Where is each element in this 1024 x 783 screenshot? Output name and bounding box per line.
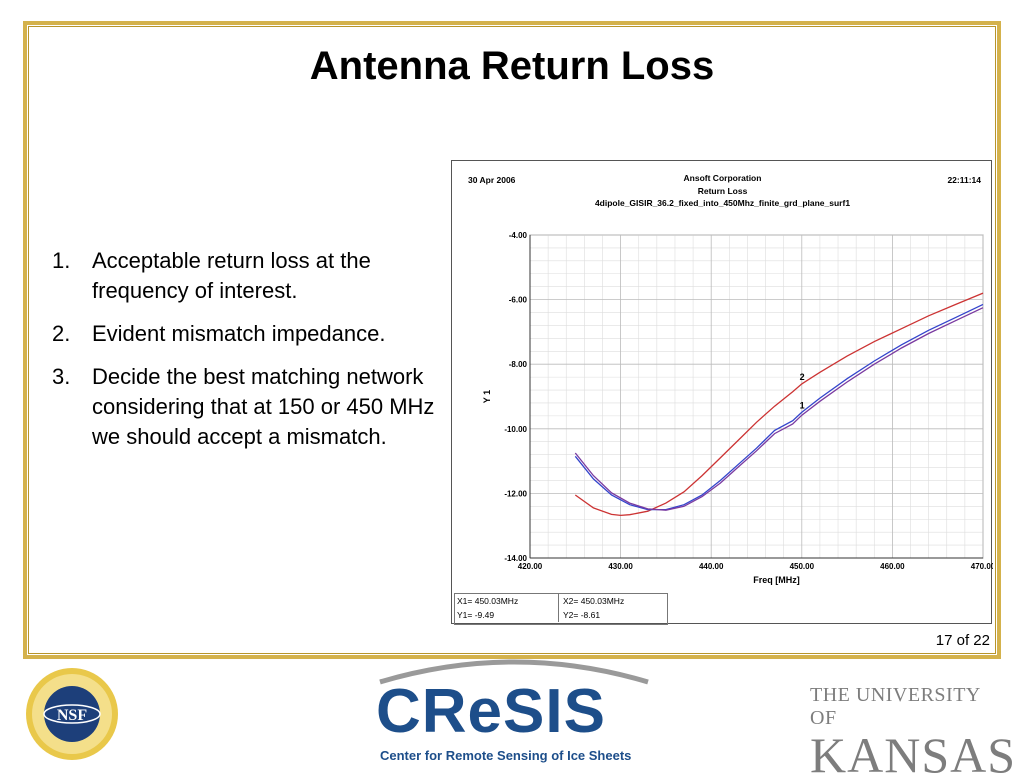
bullet-list: 1. Acceptable return loss at the frequen… [52,246,437,465]
x-tick-label: 430.00 [608,562,633,571]
slide-border [23,21,1001,659]
y-tick-label: -4.00 [509,231,528,240]
return-loss-plot: 30 Apr 2006 Ansoft Corporation Return Lo… [451,160,993,625]
plot-time: 22:11:14 [947,175,981,185]
nsf-globe [44,686,100,742]
series-line-2 [574,303,984,511]
bullet-text: Evident mismatch impedance. [92,321,386,346]
bullet-number: 3. [52,364,71,389]
bullet-number: 1. [52,248,71,273]
nsf-logo: NSF [26,668,118,760]
cresis-logo: CReSIS Center for Remote Sensing of Ice … [374,648,654,766]
marker-y1: Y1= -9.49 [455,608,559,622]
marker-x1: X1= 450.03MHz [455,594,559,608]
x-tick-label: 420.00 [518,562,543,571]
bullet-text: Decide the best matching network conside… [92,364,435,449]
bullet-item: 3. Decide the best matching network cons… [52,362,437,452]
slide-title: Antenna Return Loss [309,44,715,88]
x-tick-label: 440.00 [699,562,724,571]
y-tick-label: -10.00 [504,425,527,434]
plot-title: Return Loss [697,186,748,196]
y-tick-label: -6.00 [509,296,528,305]
bullet-item: 2. Evident mismatch impedance. [52,319,437,349]
chart-svg: 420.00 430.00 440.00 450.00 460.00 470.00 -4.0… [482,231,993,585]
marker-table: X1= 450.03MHz Y1= -9.49 X2= 450.03MHz Y2… [454,593,668,625]
plot-area [529,234,984,559]
nsf-text: NSF [57,707,87,724]
bullet-number: 2. [52,321,71,346]
marker-y2: Y2= -8.61 [563,610,601,620]
x-tick-label: 470.00 [971,562,993,571]
marker-label: 2 [800,372,805,382]
series-line-1 [574,292,984,517]
y-axis-label: Y 1 [482,390,492,403]
cresis-wordmark: CReSIS [376,677,606,746]
ku-line-2: KANSAS [810,727,1017,783]
marker-x2: X2= 450.03MHz [563,596,625,606]
bullet-item: 1. Acceptable return loss at the frequen… [52,246,437,306]
series-line-3 [574,307,984,511]
plot-date: 30 Apr 2006 [468,175,516,185]
marker-label: 1 [800,400,805,410]
x-tick-label: 450.00 [790,562,815,571]
cresis-arc [379,659,649,685]
ku-logo: THE UNIVERSITY OF KANSAS [810,684,1017,783]
plot-design-name: 4dipole_GISIR_36.2_fixed_into_450Mhz_fin… [594,198,851,208]
cresis-subtitle: Center for Remote Sensing of Ice Sheets [380,748,632,763]
y-tick-label: -12.00 [504,489,527,498]
ku-line-1: THE UNIVERSITY OF [810,684,981,729]
x-tick-label: 460.00 [880,562,905,571]
bullet-text: Acceptable return loss at the frequency … [92,248,371,303]
y-tick-label: -8.00 [509,360,528,369]
x-axis-label: Freq [MHz] [753,575,800,585]
y-tick-label: -14.00 [504,554,527,563]
plot-company: Ansoft Corporation [683,173,762,183]
page-number: 17 of 22 [935,632,990,649]
